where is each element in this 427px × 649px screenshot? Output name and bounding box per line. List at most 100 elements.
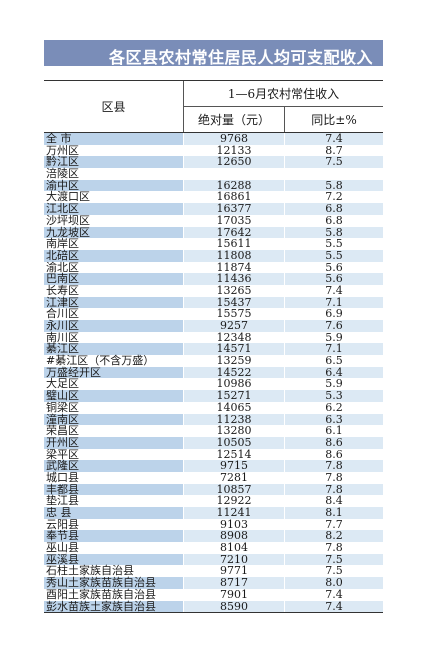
row-name: 丰都县 [44,483,183,496]
row-name: 巫山县 [46,541,79,555]
row-change: 5.5 [285,250,383,262]
row-change: 6.5 [325,354,343,368]
row-name: 黔江区 [44,156,183,169]
table-body: 全 市 9768 7.4 万州区 12133 8.7 黔江区 12650 7.5 涪陵区 渝中区 16… [44,133,383,613]
table-row: 荣昌区 13280 6.1 [44,425,383,437]
income-table: 区县 1—6月农村常住收入 绝对量（元） 同比±% 全 市 9768 7.4 万州区 1… [44,80,383,614]
row-amount: 7901 [220,587,248,601]
table-row: 大渡口区 16861 7.2 [44,191,383,203]
row-change: 5.6 [285,273,383,285]
table-row: 石柱土家族自治县 9771 7.5 [44,565,383,577]
table-row: 丰都县 10857 7.8 [44,483,383,496]
row-amount: 8908 [184,530,284,543]
row-amount: 12133 [216,143,252,157]
row-change: 6.1 [325,424,343,438]
row-change: 7.4 [325,283,343,297]
table-row: 沙坪坝区 17035 6.8 [44,215,383,227]
table-row: 酉阳土家族苗族自治县 7901 7.4 [44,589,383,601]
row-name: 綦江区 [44,343,183,356]
row-change [285,168,383,180]
table-row: 江北区 16377 6.8 [44,203,383,215]
header-group: 1—6月农村常住收入 [184,81,383,107]
row-amount: 9257 [184,320,284,332]
row-change: 7.8 [285,483,383,496]
table-row: 合川区 15575 6.9 [44,308,383,320]
header-district: 区县 [101,100,126,114]
row-change: 5.5 [325,237,343,251]
row-amount: 7210 [184,554,284,566]
row-name: 江北区 [44,203,183,215]
row-change: 7.1 [285,343,383,356]
row-name: 璧山区 [44,390,183,402]
row-name: 渝北区 [46,260,79,274]
row-name: 涪陵区 [46,167,79,181]
row-change: 5.6 [325,260,343,274]
table-row: 秀山土家族苗族自治县 8717 8.0 [44,577,383,589]
row-amount: 15437 [184,296,284,309]
row-name: 潼南区 [44,413,183,426]
row-change: 7.6 [285,320,383,332]
row-change: 7.8 [325,470,343,484]
row-amount: 9103 [220,517,248,531]
row-change: 6.8 [325,213,343,227]
row-amount: 11436 [184,273,284,285]
row-amount: 16861 [216,190,252,204]
row-amount [184,168,284,180]
row-change: 7.8 [325,541,343,555]
row-change: 7.8 [285,460,383,472]
row-name: 开州区 [44,437,183,449]
table-row: 大足区 10986 5.9 [44,378,383,390]
table-row: 彭水苗族土家族自治县 8590 7.4 [44,600,383,613]
row-name: 长寿区 [46,283,79,297]
table-row: 垫江县 12922 8.4 [44,495,383,507]
table-row: 梁平区 12514 8.6 [44,447,383,461]
row-amount: 15575 [216,307,252,321]
table-row: 綦江区 14571 7.1 [44,343,383,356]
row-amount: 11808 [184,250,284,262]
table-row: 城口县 7281 7.8 [44,472,383,484]
table-row: 万州区 12133 8.7 [44,143,383,157]
row-change: 8.1 [285,507,383,519]
row-amount: 8590 [184,600,284,613]
table-row: 南岸区 15611 5.5 [44,238,383,250]
row-change: 6.2 [325,400,343,414]
row-amount: 12922 [216,494,252,508]
row-name: 垫江县 [46,494,79,508]
table-row: 璧山区 15271 5.3 [44,390,383,402]
row-change: 7.5 [325,564,343,578]
table-row: 永川区 9257 7.6 [44,320,383,332]
table-row: 武隆区 9715 7.8 [44,460,383,472]
row-name: 酉阳土家族苗族自治县 [46,587,156,601]
row-change: 7.2 [325,190,343,204]
table-row: 云阳县 9103 7.7 [44,517,383,531]
row-change: 7.4 [285,133,383,145]
row-amount: 8717 [184,577,284,589]
title-banner: 各区县农村常住居民人均可支配收入 [44,40,383,67]
header-amount: 绝对量（元） [197,113,270,127]
table-row: 开州区 10505 8.6 [44,437,383,449]
row-name: 九龙坡区 [44,226,183,239]
row-change: 6.9 [325,307,343,321]
row-amount: 13265 [216,283,252,297]
row-change: 5.9 [325,377,343,391]
row-change: 7.4 [325,587,343,601]
row-change: 8.4 [325,494,343,508]
row-name: 荣昌区 [46,424,79,438]
table-row: 长寿区 13265 7.4 [44,285,383,297]
row-name: 万盛经开区 [44,367,183,379]
row-name: 沙坪坝区 [46,213,90,227]
row-name: 渝中区 [44,180,183,192]
table-row: 铜梁区 14065 6.2 [44,402,383,414]
row-name: 梁平区 [46,447,79,461]
row-name: 合川区 [46,307,79,321]
row-change: 5.9 [325,330,343,344]
table-row: 南川区 12348 5.9 [44,330,383,344]
row-name: 石柱土家族自治县 [46,564,134,578]
row-amount: 10857 [184,483,284,496]
row-amount: 13259 [216,354,252,368]
table-row: 全 市 9768 7.4 [44,133,383,145]
row-amount: 16288 [184,180,284,192]
table-row: 巫溪县 7210 7.5 [44,554,383,566]
row-change: 8.7 [325,143,343,157]
row-name: 奉节县 [44,530,183,543]
